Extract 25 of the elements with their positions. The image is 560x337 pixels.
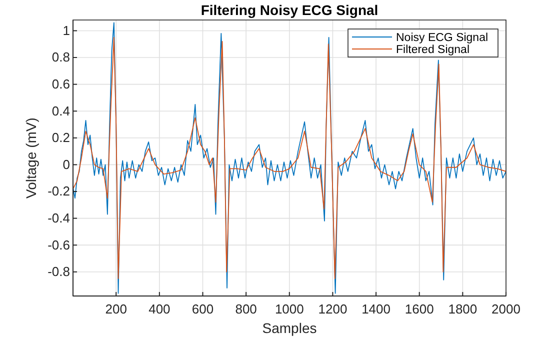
y-tick-label: 0.6 [52, 76, 70, 92]
chart-title: Filtering Noisy ECG Signal [200, 2, 378, 18]
x-tick-label: 2000 [492, 301, 520, 316]
y-tick-label: -0.4 [48, 210, 70, 226]
legend-label: Filtered Signal [396, 44, 470, 56]
x-tick-label: 1200 [318, 301, 348, 316]
y-tick-label: -0.6 [48, 237, 70, 252]
y-tick-label: 0.2 [52, 130, 70, 146]
x-axis-title: Samples [262, 320, 317, 336]
y-tick-label: 0.4 [52, 103, 70, 118]
x-tick-label: 400 [148, 301, 170, 316]
x-tick-label: 800 [235, 301, 257, 316]
y-tick-label: 1 [62, 22, 70, 38]
y-tick-label: -0.8 [48, 264, 70, 280]
legend-label: Noisy ECG Signal [396, 32, 488, 44]
x-tick-label: 1000 [274, 301, 304, 316]
y-tick-label: 0.8 [52, 50, 70, 65]
x-tick-label: 600 [192, 301, 214, 316]
x-tick-label: 1800 [448, 301, 478, 316]
x-tick-label: 1600 [404, 301, 434, 316]
y-tick-label: 0 [62, 156, 70, 172]
y-tick-label: -0.2 [48, 184, 70, 199]
y-axis-title: Voltage (mV) [23, 118, 39, 198]
x-tick-label: 200 [105, 301, 127, 316]
x-tick-label: 1400 [362, 301, 390, 316]
